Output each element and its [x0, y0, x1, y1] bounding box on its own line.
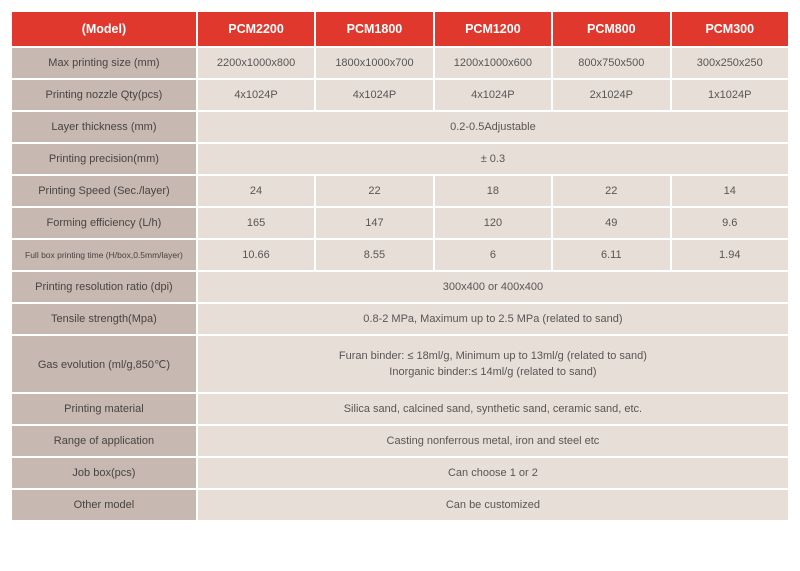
merged-line: Inorganic binder:≤ 14ml/g (related to sa…	[202, 364, 784, 381]
cell-value: 300x250x250	[672, 48, 788, 78]
row-label: Max printing size (mm)	[12, 48, 196, 78]
header-pcm2200: PCM2200	[198, 12, 314, 46]
cell-value: 49	[553, 208, 669, 238]
row-label: Printing material	[12, 394, 196, 424]
header-pcm1200: PCM1200	[435, 12, 551, 46]
table-row: Printing precision(mm)± 0.3	[12, 144, 788, 174]
table-row: Forming efficiency (L/h)165147120499.6	[12, 208, 788, 238]
table-row: Range of applicationCasting nonferrous m…	[12, 426, 788, 456]
header-model: (Model)	[12, 12, 196, 46]
row-label: Printing nozzle Qty(pcs)	[12, 80, 196, 110]
cell-value: 4x1024P	[435, 80, 551, 110]
merged-value: Furan binder: ≤ 18ml/g, Minimum up to 13…	[198, 336, 788, 392]
table-row: Job box(pcs)Can choose 1 or 2	[12, 458, 788, 488]
merged-value: 300x400 or 400x400	[198, 272, 788, 302]
cell-value: 1800x1000x700	[316, 48, 432, 78]
table-row: Printing Speed (Sec./layer)2422182214	[12, 176, 788, 206]
row-label: Printing resolution ratio (dpi)	[12, 272, 196, 302]
merged-value: Can choose 1 or 2	[198, 458, 788, 488]
table-row: Printing nozzle Qty(pcs)4x1024P4x1024P4x…	[12, 80, 788, 110]
row-label: Other model	[12, 490, 196, 520]
cell-value: 4x1024P	[198, 80, 314, 110]
cell-value: 22	[316, 176, 432, 206]
cell-value: 1200x1000x600	[435, 48, 551, 78]
cell-value: 18	[435, 176, 551, 206]
cell-value: 165	[198, 208, 314, 238]
header-pcm1800: PCM1800	[316, 12, 432, 46]
table-body: Max printing size (mm)2200x1000x8001800x…	[12, 48, 788, 520]
merged-value: 0.8-2 MPa, Maximum up to 2.5 MPa (relate…	[198, 304, 788, 334]
cell-value: 10.66	[198, 240, 314, 270]
cell-value: 8.55	[316, 240, 432, 270]
table-row: Max printing size (mm)2200x1000x8001800x…	[12, 48, 788, 78]
merged-value: Silica sand, calcined sand, synthetic sa…	[198, 394, 788, 424]
cell-value: 14	[672, 176, 788, 206]
row-label: Printing precision(mm)	[12, 144, 196, 174]
cell-value: 147	[316, 208, 432, 238]
cell-value: 4x1024P	[316, 80, 432, 110]
header-pcm800: PCM800	[553, 12, 669, 46]
table-row: Printing materialSilica sand, calcined s…	[12, 394, 788, 424]
merged-value: 0.2-0.5Adjustable	[198, 112, 788, 142]
spec-table: (Model) PCM2200 PCM1800 PCM1200 PCM800 P…	[10, 10, 790, 522]
cell-value: 24	[198, 176, 314, 206]
cell-value: 120	[435, 208, 551, 238]
merged-value: ± 0.3	[198, 144, 788, 174]
cell-value: 22	[553, 176, 669, 206]
table-row: Other modelCan be customized	[12, 490, 788, 520]
cell-value: 2x1024P	[553, 80, 669, 110]
table-row: Tensile strength(Mpa)0.8-2 MPa, Maximum …	[12, 304, 788, 334]
table-row: Layer thickness (mm)0.2-0.5Adjustable	[12, 112, 788, 142]
cell-value: 6	[435, 240, 551, 270]
row-label: Tensile strength(Mpa)	[12, 304, 196, 334]
row-label: Gas evolution (ml/g,850℃)	[12, 336, 196, 392]
cell-value: 1.94	[672, 240, 788, 270]
header-row: (Model) PCM2200 PCM1800 PCM1200 PCM800 P…	[12, 12, 788, 46]
merged-value: Can be customized	[198, 490, 788, 520]
merged-value: Casting nonferrous metal, iron and steel…	[198, 426, 788, 456]
row-label: Job box(pcs)	[12, 458, 196, 488]
cell-value: 2200x1000x800	[198, 48, 314, 78]
cell-value: 800x750x500	[553, 48, 669, 78]
row-label: Layer thickness (mm)	[12, 112, 196, 142]
cell-value: 6.11	[553, 240, 669, 270]
table-row: Gas evolution (ml/g,850℃) Furan binder: ≤…	[12, 336, 788, 392]
merged-line: Furan binder: ≤ 18ml/g, Minimum up to 13…	[202, 348, 784, 365]
header-pcm300: PCM300	[672, 12, 788, 46]
table-row: Printing resolution ratio (dpi)300x400 o…	[12, 272, 788, 302]
row-label: Forming efficiency (L/h)	[12, 208, 196, 238]
row-label: Printing Speed (Sec./layer)	[12, 176, 196, 206]
row-label: Range of application	[12, 426, 196, 456]
cell-value: 1x1024P	[672, 80, 788, 110]
table-row: Full box printing time (H/box,0.5mm/laye…	[12, 240, 788, 270]
row-label: Full box printing time (H/box,0.5mm/laye…	[12, 240, 196, 270]
cell-value: 9.6	[672, 208, 788, 238]
